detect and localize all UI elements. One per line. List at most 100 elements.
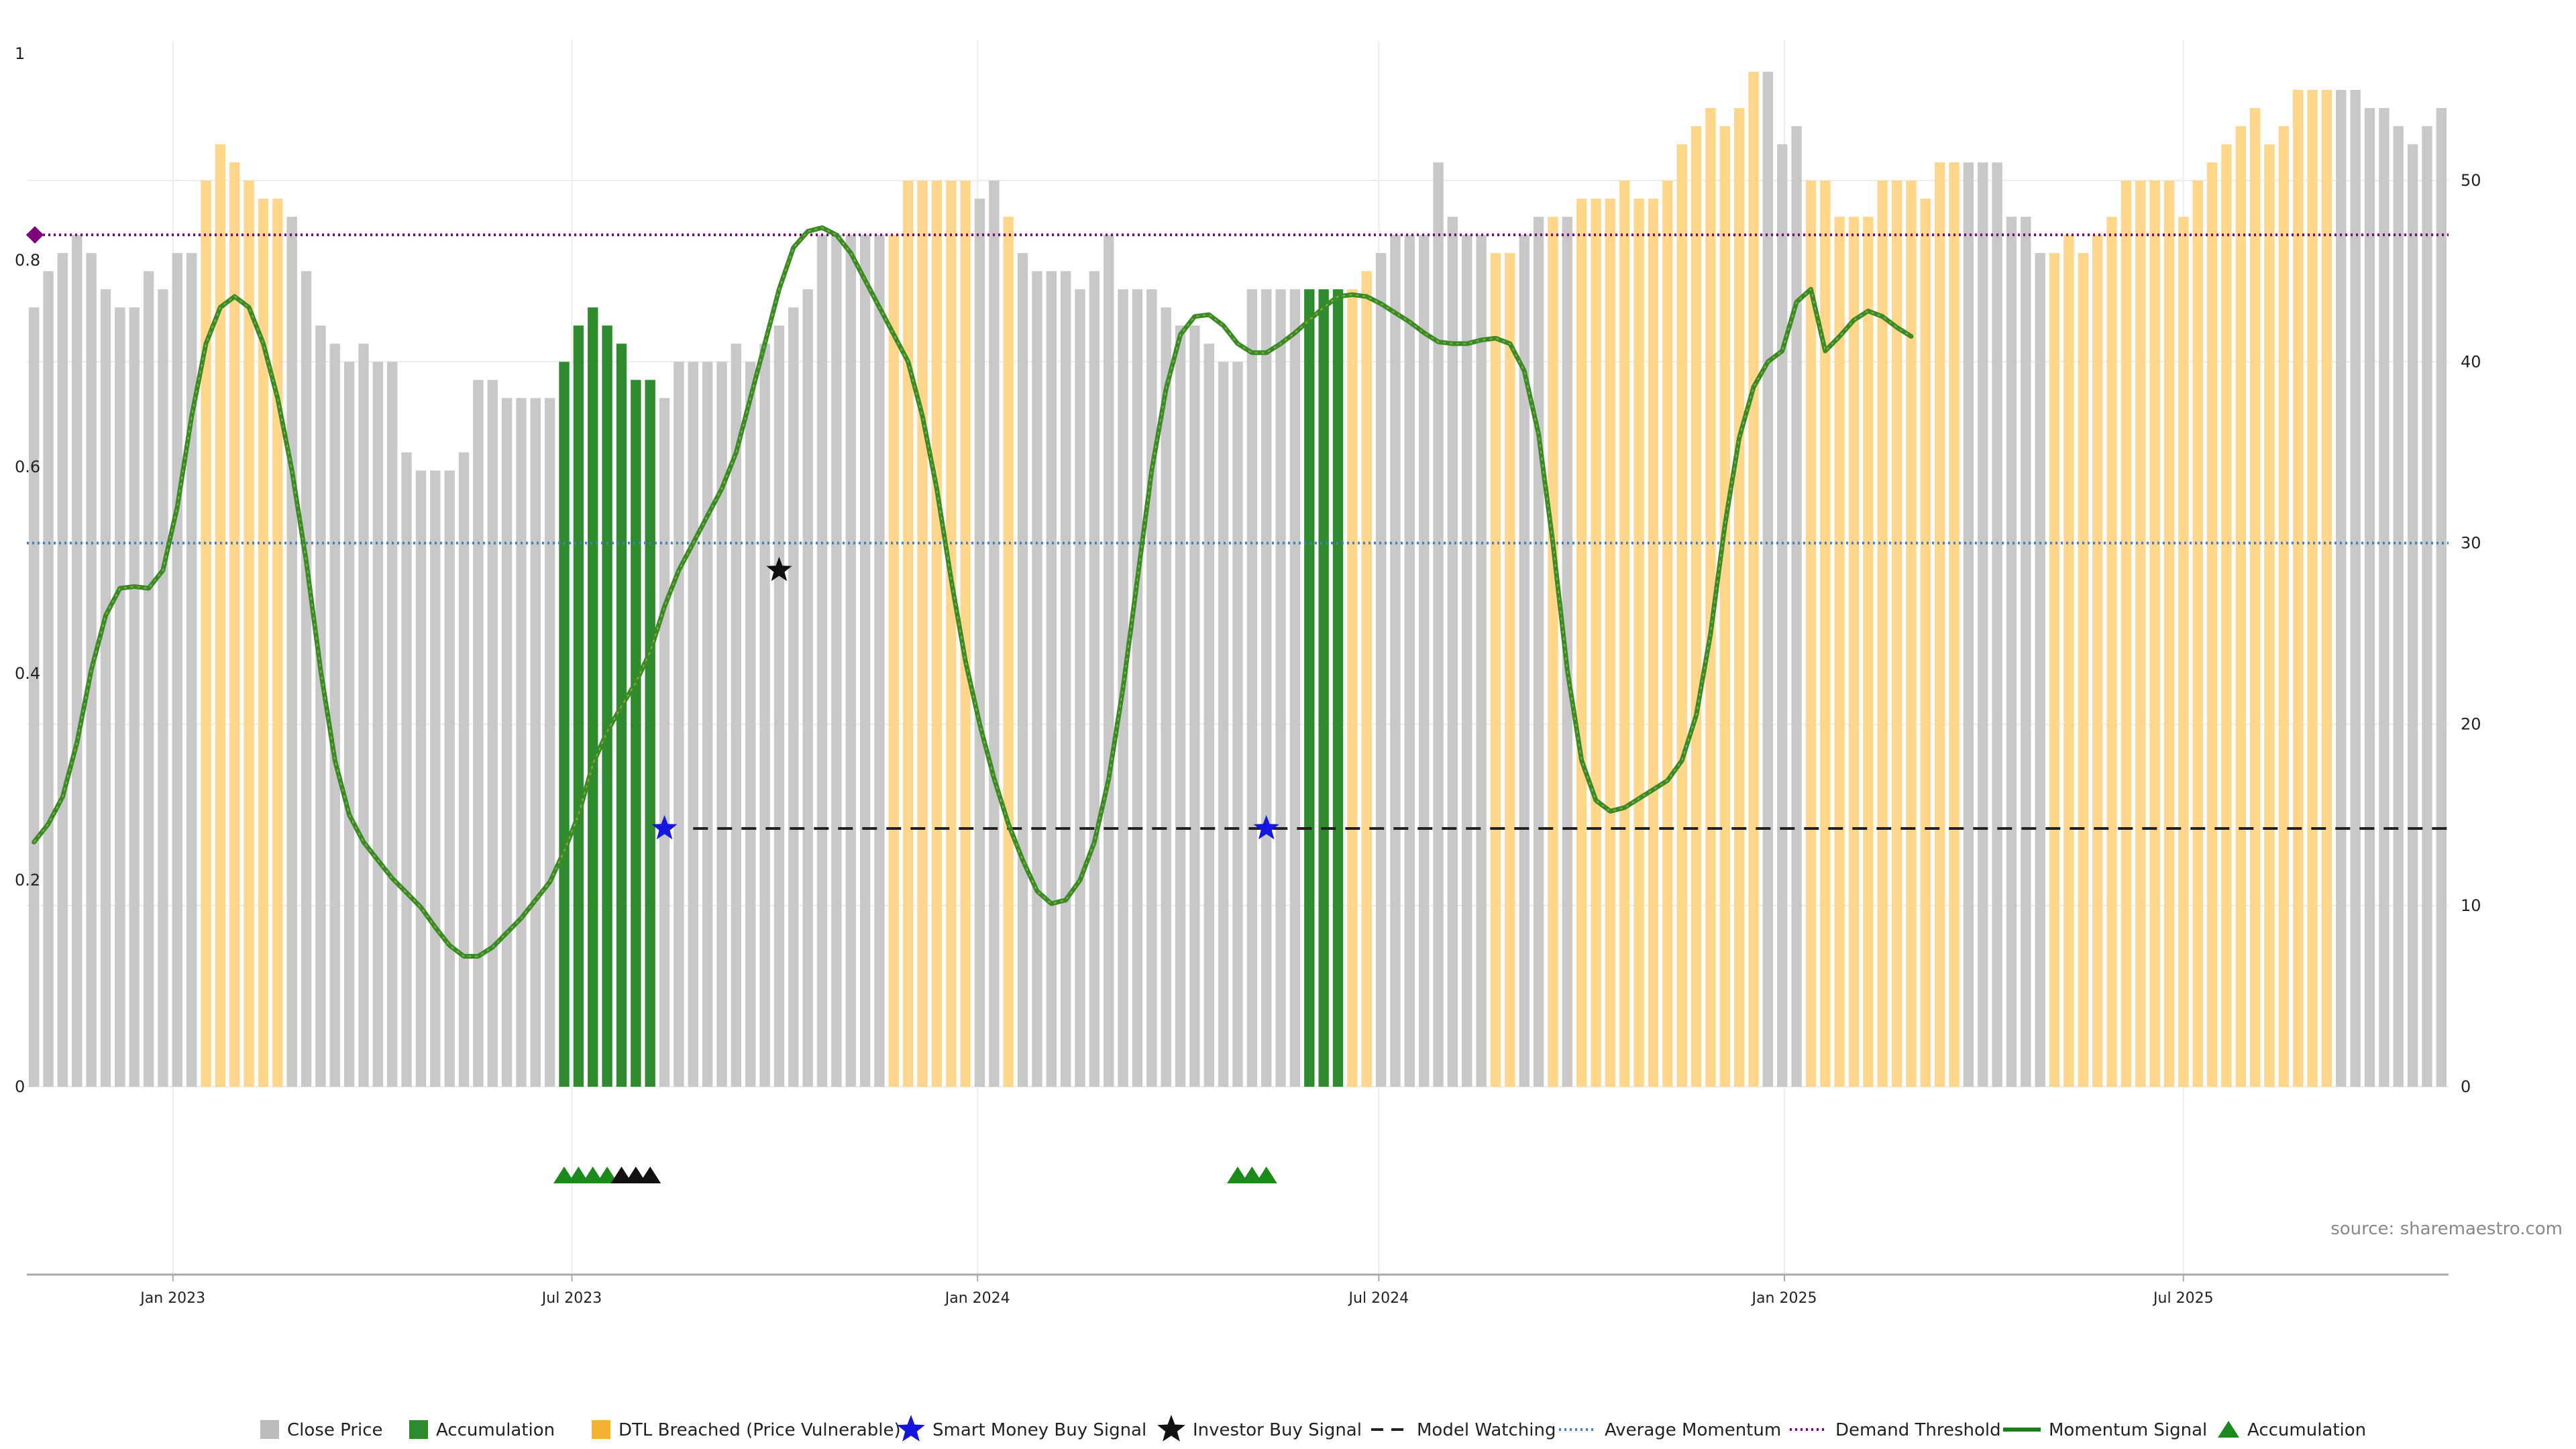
- bar: [2422, 126, 2432, 1087]
- bar: [1203, 343, 1214, 1087]
- bar: [2379, 108, 2390, 1087]
- bar: [1820, 180, 1831, 1087]
- bar: [1591, 199, 1601, 1087]
- legend: Close Price Accumulation DTL Breached (Pri…: [260, 1415, 2366, 1442]
- bar: [845, 235, 856, 1087]
- bar: [458, 452, 470, 1087]
- legend-label: Accumulation: [436, 1420, 555, 1440]
- bar: [1633, 199, 1644, 1087]
- bar: [2278, 126, 2290, 1087]
- bar: [1605, 199, 1616, 1087]
- bar: [372, 362, 384, 1087]
- legend-label: Investor Buy Signal: [1193, 1420, 1362, 1440]
- bar: [2235, 126, 2246, 1087]
- bar: [286, 217, 297, 1087]
- legend-swatch: [592, 1420, 610, 1439]
- bar: [731, 343, 742, 1087]
- bar: [487, 380, 498, 1087]
- bar: [2436, 108, 2447, 1087]
- legend-label: Momentum Signal: [2049, 1420, 2207, 1440]
- bar: [358, 343, 369, 1087]
- bar: [2192, 180, 2203, 1087]
- smart-money-buy-star: [651, 815, 678, 840]
- bar: [1805, 180, 1817, 1087]
- bar: [1433, 162, 1444, 1087]
- bar: [1003, 217, 1014, 1087]
- bar: [702, 362, 713, 1087]
- bar: [2092, 235, 2103, 1087]
- legend-item: Model Watching: [1371, 1420, 1556, 1440]
- bar: [43, 271, 54, 1087]
- left-y-tick-label: 0.8: [15, 251, 40, 270]
- reference-lines: [26, 226, 2449, 545]
- left-y-tick-label: 0.4: [15, 664, 40, 683]
- legend-star-icon: [897, 1415, 925, 1442]
- bar: [1462, 235, 1472, 1087]
- bar: [1619, 180, 1630, 1087]
- bar: [1232, 362, 1243, 1087]
- bar: [1791, 126, 1802, 1087]
- bar: [688, 362, 698, 1087]
- bar: [1863, 217, 1874, 1087]
- bar: [229, 162, 240, 1087]
- legend-item: Accumulation: [2218, 1420, 2366, 1440]
- bar: [1705, 108, 1716, 1087]
- bar: [831, 235, 842, 1087]
- bar: [343, 362, 355, 1087]
- bar: [1075, 289, 1085, 1087]
- accumulation-triangle: [582, 1167, 604, 1183]
- bar: [2006, 217, 2017, 1087]
- bar: [2249, 108, 2261, 1087]
- accumulation-triangle: [1227, 1167, 1248, 1183]
- bar: [631, 380, 641, 1087]
- bar: [974, 199, 985, 1087]
- bar: [2135, 180, 2146, 1087]
- legend-item: Demand Threshold: [1790, 1420, 2001, 1440]
- accumulation-triangle: [553, 1167, 576, 1183]
- bar: [2221, 144, 2232, 1087]
- bar: [674, 362, 684, 1087]
- bar: [329, 343, 340, 1087]
- bar: [1548, 217, 1558, 1087]
- bar: [946, 180, 957, 1087]
- left-y-tick-label: 0: [15, 1077, 25, 1096]
- bar: [516, 398, 527, 1087]
- bar: [1676, 144, 1687, 1087]
- bar: [1906, 180, 1917, 1087]
- bar: [2121, 180, 2132, 1087]
- bar: [2293, 90, 2304, 1087]
- bar: [1146, 289, 1157, 1087]
- bar: [115, 307, 125, 1087]
- bar: [72, 235, 83, 1087]
- bar: [759, 343, 770, 1087]
- bar: [172, 253, 182, 1087]
- bar: [788, 307, 799, 1087]
- bar: [2264, 144, 2275, 1087]
- bar: [573, 325, 584, 1087]
- bar: [244, 180, 254, 1087]
- x-tick-label: Jan 2025: [1751, 1290, 1817, 1307]
- right-y-tick-label: 30: [2461, 533, 2481, 552]
- bar: [1848, 217, 1860, 1087]
- bar: [1934, 162, 1945, 1087]
- bar: [1490, 253, 1501, 1087]
- bar: [143, 271, 154, 1087]
- bar: [1978, 162, 1988, 1087]
- bar: [1648, 199, 1659, 1087]
- bar: [1419, 235, 1430, 1087]
- bar: [802, 289, 813, 1087]
- bar: [2307, 90, 2318, 1087]
- bar: [1476, 235, 1487, 1087]
- x-tick-label: Jul 2025: [2152, 1290, 2214, 1307]
- source-label: source: sharemaestro.com: [2330, 1219, 2563, 1239]
- bar: [745, 362, 756, 1087]
- bar: [1332, 289, 1344, 1087]
- bar: [473, 380, 484, 1087]
- bar: [2049, 253, 2060, 1087]
- bar: [215, 144, 226, 1087]
- accumulation-triangle: [639, 1167, 661, 1183]
- bar: [616, 343, 627, 1087]
- bar: [1777, 144, 1788, 1087]
- bar: [816, 235, 828, 1087]
- legend-label: Close Price: [287, 1420, 383, 1440]
